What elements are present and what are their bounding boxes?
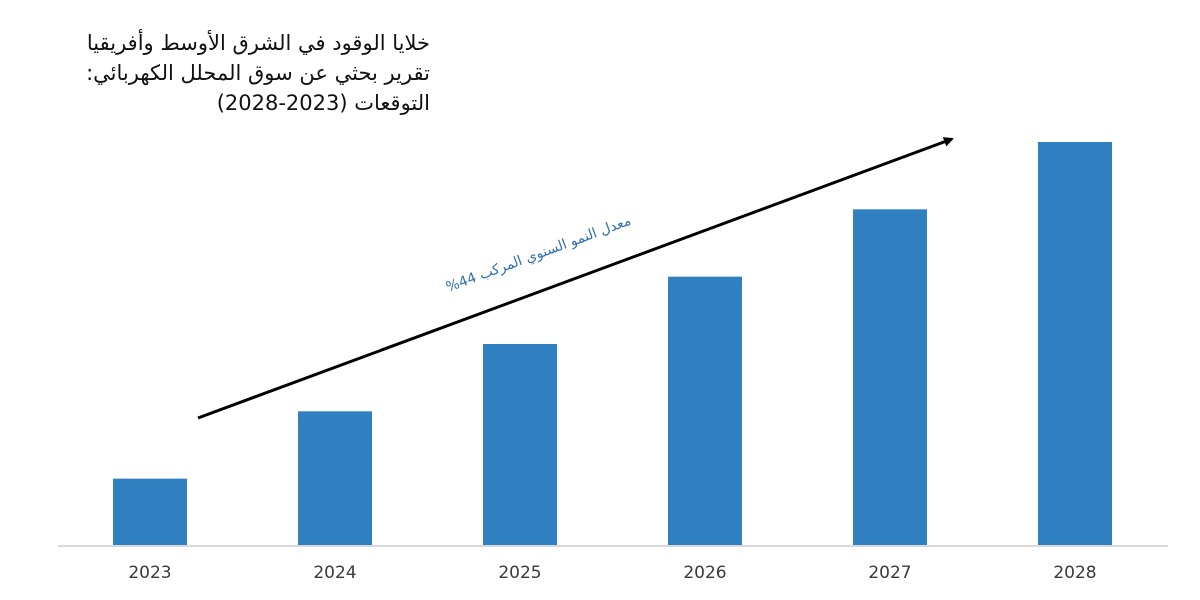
x-tick-label-2025: 2025: [498, 563, 541, 583]
x-tick-label-2028: 2028: [1053, 563, 1096, 583]
bar-2024: [298, 411, 372, 546]
bar-2025: [483, 344, 557, 546]
x-tick-labels: 2023 2024 2025 2026 2027 2028: [128, 563, 1096, 583]
cagr-annotation: معدل النمو السنوي المركب 44%: [444, 213, 633, 296]
x-tick-label-2024: 2024: [313, 563, 356, 583]
chart-title: خلايا الوقود في الشرق الأوسط وأفريقيا: [86, 31, 430, 55]
bar-2028: [1038, 142, 1112, 546]
bar-2026: [668, 276, 742, 546]
bar-2027: [853, 209, 927, 547]
trend-arrow: [197, 137, 954, 420]
x-tick-label-2023: 2023: [128, 563, 171, 583]
chart-subtitle-line-1: تقرير بحثي عن سوق المحلل الكهربائي:: [86, 61, 430, 85]
x-tick-label-2027: 2027: [868, 563, 911, 583]
chart-title-block: خلايا الوقود في الشرق الأوسط وأفريقيا تق…: [30, 28, 430, 118]
bars-group: [113, 142, 1112, 547]
chart-subtitle-line-2: التوقعات (2023-2028): [216, 91, 430, 115]
x-tick-label-2026: 2026: [683, 563, 726, 583]
bar-2023: [113, 478, 187, 546]
